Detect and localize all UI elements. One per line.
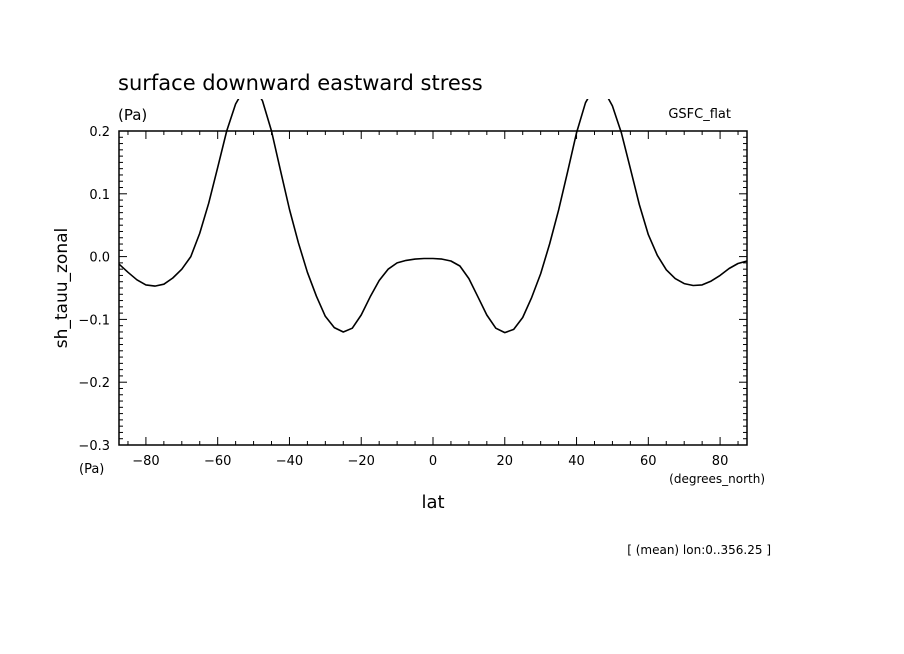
x-tick-label: 60	[640, 454, 657, 469]
y-tick-label: −0.3	[78, 439, 110, 454]
x-tick-label: −80	[132, 454, 159, 469]
dataset-label: GSFC_flat	[668, 107, 731, 122]
x-tick-label: −60	[204, 454, 231, 469]
x-tick-label: −20	[348, 454, 375, 469]
title-units: (Pa)	[118, 106, 147, 124]
x-tick-label: 20	[496, 454, 513, 469]
y-tick-label: 0.2	[89, 125, 110, 140]
chart-title: surface downward eastward stress	[118, 71, 483, 95]
y-tick-label: 0.0	[89, 251, 110, 266]
x-axis-units: (degrees_north)	[669, 472, 765, 486]
y-tick-label: −0.2	[78, 376, 110, 391]
x-axis-label: lat	[421, 492, 444, 513]
y-tick-label: 0.1	[89, 188, 110, 203]
x-tick-label: −40	[276, 454, 303, 469]
x-tick-label: 0	[429, 454, 437, 469]
footnote: [ (mean) lon:0..356.25 ]	[627, 543, 771, 557]
y-axis-label: sh_tauu_zonal	[52, 228, 72, 349]
y-axis-units: (Pa)	[79, 462, 104, 477]
series-line-0	[119, 99, 747, 334]
x-tick-label: 80	[712, 454, 729, 469]
plot-frame	[118, 130, 748, 446]
x-tick-label: 40	[568, 454, 585, 469]
y-tick-label: −0.1	[78, 313, 110, 328]
